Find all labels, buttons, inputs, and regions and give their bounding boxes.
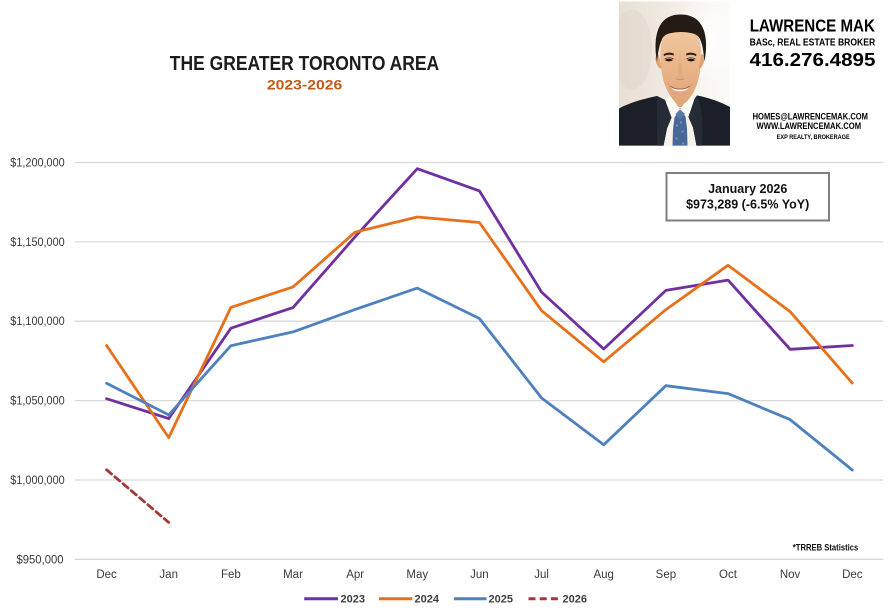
svg-text:Dec: Dec (842, 569, 863, 581)
svg-text:Sep: Sep (656, 569, 676, 581)
svg-text:*TRREB Statistics: *TRREB Statistics (793, 542, 859, 552)
svg-text:$1,000,000: $1,000,000 (10, 475, 64, 487)
svg-text:HOMES@LAWRENCEMAK.COM: HOMES@LAWRENCEMAK.COM (753, 112, 868, 122)
svg-text:Feb: Feb (221, 569, 241, 581)
svg-text:Jul: Jul (534, 569, 549, 581)
svg-text:Apr: Apr (346, 569, 364, 581)
svg-text:THE GREATER TORONTO AREA: THE GREATER TORONTO AREA (170, 52, 439, 75)
svg-text:Oct: Oct (719, 569, 738, 581)
svg-text:$1,150,000: $1,150,000 (10, 237, 64, 249)
svg-text:WWW.LAWRENCEMAK.COM: WWW.LAWRENCEMAK.COM (757, 121, 862, 131)
svg-text:$1,050,000: $1,050,000 (10, 396, 64, 408)
svg-text:Jan: Jan (159, 569, 178, 581)
svg-text:Aug: Aug (593, 569, 613, 581)
svg-text:Nov: Nov (780, 569, 801, 581)
svg-text:$950,000: $950,000 (17, 554, 64, 566)
svg-text:LAWRENCE MAK: LAWRENCE MAK (750, 16, 876, 36)
svg-text:$973,289 (-6.5% YoY): $973,289 (-6.5% YoY) (686, 197, 809, 211)
svg-text:$1,200,000: $1,200,000 (10, 158, 64, 170)
svg-text:2023: 2023 (341, 594, 365, 606)
svg-text:EXP REALTY, BROKERAGE: EXP REALTY, BROKERAGE (777, 134, 850, 141)
svg-text:Dec: Dec (96, 569, 117, 581)
svg-text:416.276.4895: 416.276.4895 (750, 49, 876, 70)
svg-text:Jun: Jun (470, 569, 489, 581)
svg-text:May: May (406, 569, 428, 581)
svg-text:2023-2026: 2023-2026 (267, 77, 343, 93)
svg-text:2025: 2025 (489, 594, 513, 606)
svg-text:Mar: Mar (283, 569, 303, 581)
svg-text:BASc, REAL ESTATE BROKER: BASc, REAL ESTATE BROKER (750, 37, 876, 48)
svg-text:January 2026: January 2026 (708, 182, 787, 196)
svg-text:2026: 2026 (563, 594, 587, 606)
svg-text:2024: 2024 (415, 594, 440, 606)
svg-text:$1,100,000: $1,100,000 (10, 316, 64, 328)
